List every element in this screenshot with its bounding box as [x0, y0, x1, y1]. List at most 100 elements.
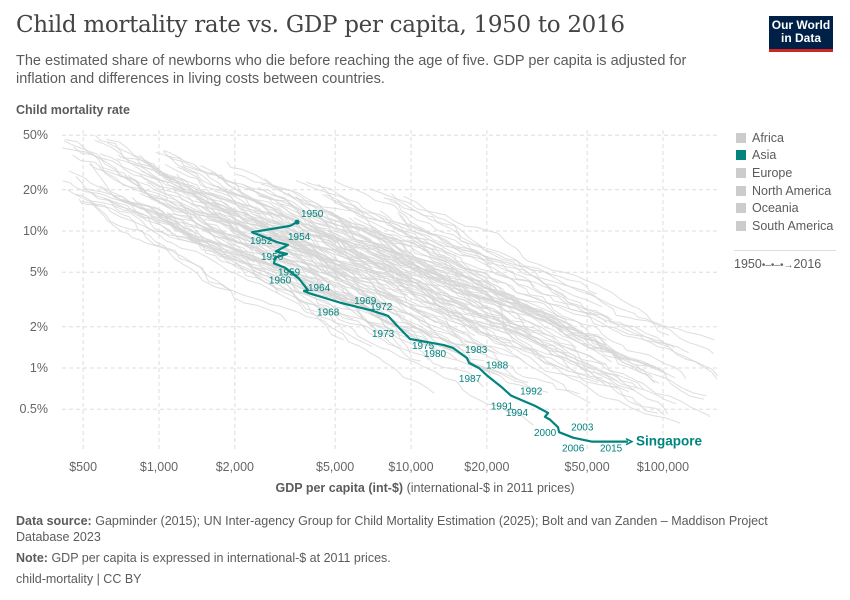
- legend-item-oceania[interactable]: Oceania: [736, 199, 833, 217]
- note-text: GDP per capita is expressed in internati…: [51, 551, 391, 565]
- singapore-start-point: [294, 219, 300, 225]
- other-country-line: [127, 174, 427, 295]
- x-axis-label: GDP per capita (int-$) (international-$ …: [0, 481, 850, 495]
- other-country-line: [406, 239, 605, 351]
- x-tick-label: $100,000: [637, 460, 689, 474]
- other-country-line: [133, 163, 358, 262]
- other-country-line: [399, 215, 714, 355]
- x-axis-label-main: GDP per capita (int-$): [275, 481, 404, 495]
- other-country-line: [107, 142, 274, 244]
- x-tick-label: $500: [69, 460, 97, 474]
- legend-swatch: [736, 150, 746, 161]
- x-tick-label: $1,000: [140, 460, 178, 474]
- arrow-icon: [625, 437, 634, 446]
- other-country-line: [177, 166, 359, 272]
- year-label: 1973: [372, 329, 395, 340]
- legend-item-asia[interactable]: Asia: [736, 147, 833, 165]
- x-axis-label-unit: (international-$ in 2011 prices): [406, 481, 575, 495]
- legend-label: Africa: [752, 130, 784, 145]
- other-country-line: [390, 193, 670, 336]
- other-country-line: [277, 206, 638, 389]
- time-end: 2016: [793, 257, 822, 271]
- other-country-line: [279, 234, 517, 381]
- legend: Africa Asia Europe North America Oceania…: [736, 129, 833, 235]
- other-country-line: [336, 198, 659, 369]
- source-text[interactable]: Gapminder (2015); UN Inter-agency Group …: [16, 514, 768, 544]
- owid-logo[interactable]: Our World in Data: [769, 16, 833, 52]
- other-country-line: [379, 210, 689, 354]
- y-tick-label: 0.5%: [20, 402, 49, 416]
- legend-swatch: [736, 132, 746, 143]
- year-label: 1969: [354, 296, 377, 307]
- y-tick-label: 1%: [30, 361, 48, 375]
- x-tick-label: $50,000: [565, 460, 610, 474]
- year-label: 2003: [571, 423, 594, 434]
- data-source: Data source: Gapminder (2015); UN Inter-…: [16, 513, 816, 545]
- legend-swatch: [736, 220, 746, 231]
- other-country-line: [62, 180, 255, 263]
- y-tick-label: 5%: [30, 265, 48, 279]
- year-label: 1959: [278, 267, 301, 278]
- y-tick-label: 2%: [30, 320, 48, 334]
- year-label: 2006: [562, 444, 585, 455]
- year-label: 1952: [250, 236, 273, 247]
- year-label: 1975: [412, 341, 435, 352]
- other-country-line: [131, 197, 355, 306]
- legend-label: Asia: [752, 148, 777, 163]
- other-country-line: [369, 188, 715, 341]
- other-country-line: [348, 217, 704, 400]
- year-label: 2000: [534, 428, 557, 439]
- note: Note: GDP per capita is expressed in int…: [16, 550, 816, 566]
- legend-item-europe[interactable]: Europe: [736, 164, 833, 182]
- other-country-line: [141, 207, 392, 335]
- other-country-line: [379, 216, 718, 380]
- y-tick-label: 10%: [23, 224, 48, 238]
- time-legend: 1950•–•–•→2016: [734, 250, 836, 271]
- footer: Data source: Gapminder (2015); UN Inter-…: [16, 513, 816, 587]
- legend-item-africa[interactable]: Africa: [736, 129, 833, 147]
- other-country-line: [371, 225, 654, 379]
- other-country-line: [258, 195, 589, 376]
- other-country-line: [75, 176, 327, 315]
- year-label: 1968: [317, 308, 340, 319]
- x-tick-label: $2,000: [216, 460, 254, 474]
- legend-label: Europe: [752, 165, 793, 180]
- other-country-line: [384, 233, 566, 323]
- year-label: 1954: [288, 232, 311, 243]
- year-label: 1956: [261, 252, 284, 263]
- other-country-line: [205, 222, 434, 337]
- other-country-line: [247, 188, 599, 384]
- year-label: 1964: [308, 283, 331, 294]
- other-country-line: [121, 198, 484, 387]
- x-tick-label: $5,000: [316, 460, 354, 474]
- other-country-line: [122, 200, 437, 348]
- other-country-line: [72, 154, 252, 238]
- chart-title: Child mortality rate vs. GDP per capita,…: [16, 12, 625, 38]
- legend-label: South America: [752, 218, 834, 233]
- legend-label: North America: [752, 183, 832, 198]
- other-country-line: [327, 213, 644, 390]
- other-country-line: [162, 150, 400, 270]
- other-country-line: [335, 181, 492, 266]
- time-start: 1950: [734, 257, 762, 271]
- y-tick-label: 20%: [23, 183, 48, 197]
- credit[interactable]: child-mortality | CC BY: [16, 572, 142, 586]
- chart-subtitle: The estimated share of newborns who die …: [16, 53, 687, 87]
- other-country-line: [376, 252, 631, 361]
- year-label: 1994: [506, 408, 529, 419]
- legend-swatch: [736, 167, 746, 178]
- legend-item-north-america[interactable]: North America: [736, 182, 833, 200]
- other-country-line: [89, 191, 279, 294]
- arrow-icon: •–•–•→: [761, 260, 794, 271]
- other-country-line: [255, 213, 526, 364]
- legend-item-south-america[interactable]: South America: [736, 217, 833, 235]
- other-country-line: [302, 231, 546, 358]
- y-tick-label: 50%: [23, 128, 48, 142]
- other-country-line: [235, 173, 448, 286]
- other-country-line: [295, 180, 532, 315]
- year-label: 1972: [370, 302, 393, 313]
- other-country-line: [383, 197, 603, 308]
- other-country-line: [262, 224, 466, 346]
- year-label: 1991: [491, 401, 514, 412]
